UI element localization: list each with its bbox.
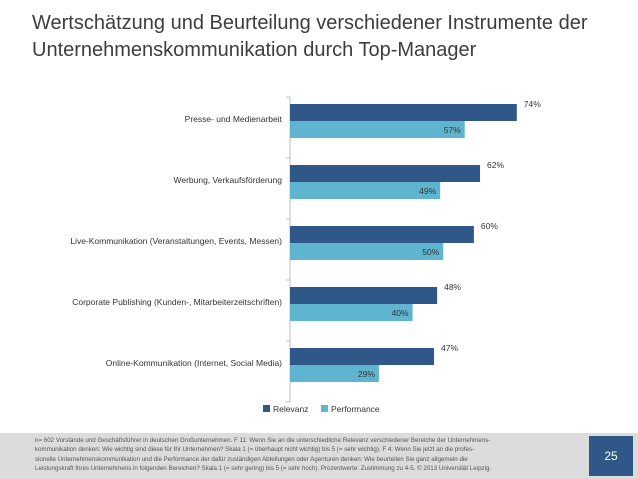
data-label-performance-2: 49% — [419, 186, 436, 196]
legend-swatch-relevanz — [263, 405, 270, 412]
data-label-relevanz-1: 74% — [524, 99, 541, 109]
legend-label-relevanz: Relevanz — [273, 404, 308, 414]
page-number: 25 — [589, 436, 633, 476]
legend-label-performance: Performance — [331, 404, 380, 414]
bar-chart: Presse- und Medienarbeit 74% 57% Werbung, V… — [70, 96, 541, 414]
data-label-performance-1: 57% — [444, 125, 461, 135]
data-label-performance-5: 29% — [358, 369, 375, 379]
footnote-line-4: Leistungskraft Ihres Unternehmens in fol… — [35, 464, 492, 472]
data-label-performance-4: 40% — [392, 308, 409, 318]
footnote-line-2: kommunikation denken: Wie wichtig sind d… — [35, 446, 475, 454]
category-label-live-kommunikation-veranstaltungen-events-messen: Live-Kommunikation (Veranstaltungen, Eve… — [70, 236, 282, 246]
bar-relevanz-1 — [290, 104, 517, 121]
category-label-corporate-publishing-kunden-mitarbeiterzeitschriften: Corporate Publishing (Kunden-, Mitarbeit… — [72, 297, 282, 307]
title-line-1: Wertschätzung und Beurteilung verschiede… — [32, 12, 588, 34]
bar-relevanz-5 — [290, 348, 435, 365]
bar-performance-1 — [290, 121, 465, 138]
footer-band — [0, 433, 638, 479]
slide-title: Wertschätzung und Beurteilung verschiede… — [32, 10, 622, 64]
bar-performance-4 — [290, 304, 413, 321]
bar-relevanz-4 — [290, 287, 438, 304]
bar-performance-2 — [290, 182, 441, 199]
data-label-relevanz-2: 62% — [487, 160, 504, 170]
data-label-performance-3: 50% — [422, 247, 439, 257]
footnote-line-1: n= 602 Vorstände und Geschäftsführer in … — [35, 437, 491, 444]
title-line-2: Unternehmenskommunikation durch Top-Mana… — [32, 39, 477, 61]
legend-swatch-performance — [321, 405, 328, 412]
footnote-line-3: sionelle Unternehmenskommunikation und d… — [35, 455, 468, 463]
bar-performance-3 — [290, 243, 444, 260]
bar-relevanz-3 — [290, 226, 474, 243]
category-label-online-kommunikation-internet-social-media: Online-Kommunikation (Internet, Social M… — [106, 358, 282, 368]
category-label-presse-und-medienarbeit: Presse- und Medienarbeit — [185, 114, 283, 124]
bar-performance-5 — [290, 365, 379, 382]
data-label-relevanz-3: 60% — [481, 221, 498, 231]
footnote: n= 602 Vorstände und Geschäftsführer in … — [35, 436, 583, 473]
data-label-relevanz-4: 48% — [444, 282, 461, 292]
data-label-relevanz-5: 47% — [441, 343, 458, 353]
bar-relevanz-2 — [290, 165, 481, 182]
category-label-werbung-verkaufsf-rderung: Werbung, Verkaufsförderung — [173, 175, 282, 185]
